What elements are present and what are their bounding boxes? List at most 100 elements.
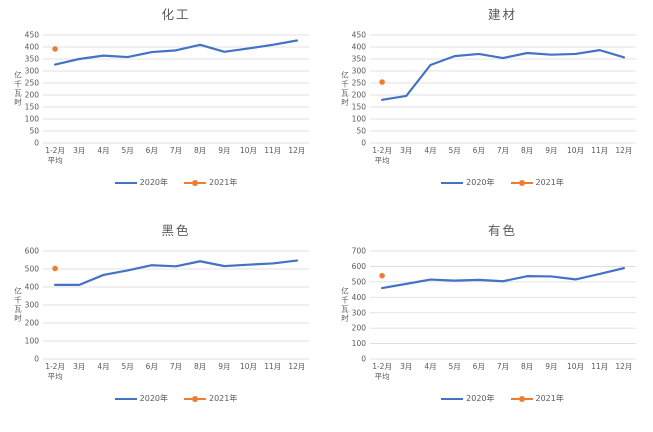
y-tick-label: 0	[34, 355, 39, 364]
x-tick-label: 8月	[521, 146, 533, 155]
marker-dot-icon	[518, 395, 525, 402]
x-tick-label: 9月	[545, 362, 557, 371]
x-tick-label: 6月	[146, 362, 158, 371]
x-tick-label: 5月	[121, 362, 133, 371]
y-tick-label: 100	[351, 115, 366, 124]
y-tick-label: 150	[351, 103, 366, 112]
y-tick-label: 200	[25, 319, 40, 328]
x-tick-label: 7月	[496, 362, 508, 371]
x-tick-label: 平均	[374, 371, 389, 381]
y-tick-label: 200	[25, 91, 40, 100]
x-tick-label: 1-2月	[45, 146, 65, 155]
x-tick-label: 12月	[288, 146, 305, 155]
x-tick-label: 4月	[97, 362, 109, 371]
y-tick-label: 300	[351, 67, 366, 76]
y-tick-label: 400	[351, 43, 366, 52]
series-marker-2021年	[378, 79, 385, 85]
legend-label-2020: 2020年	[139, 178, 168, 187]
x-tick-label: 11月	[264, 362, 281, 371]
y-tick-label: 600	[25, 247, 40, 256]
y-tick-label: 300	[25, 67, 40, 76]
x-tick-label: 10月	[567, 146, 584, 155]
x-tick-label: 8月	[194, 362, 206, 371]
marker-dot-icon	[192, 395, 198, 402]
y-axis-title: 亿千瓦时	[14, 70, 22, 107]
x-tick-label: 1-2月	[372, 362, 392, 371]
x-tick-label: 11月	[591, 362, 608, 371]
x-tick-label: 6月	[472, 362, 484, 371]
legend-label-2021: 2021年	[535, 394, 564, 403]
x-tick-label: 6月	[472, 146, 484, 155]
chart-title-huagong: 化工	[161, 7, 191, 22]
x-tick-label: 12月	[288, 362, 305, 371]
legend-label-2021: 2021年	[535, 178, 564, 187]
y-tick-label: 450	[25, 31, 40, 40]
x-tick-label: 10月	[567, 362, 584, 371]
chart-title-heise: 黑色	[161, 223, 191, 238]
y-tick-label: 300	[351, 308, 366, 317]
x-tick-label: 5月	[121, 146, 133, 155]
legend-label-2020: 2020年	[139, 394, 168, 403]
chart-title-jiancai: 建材	[487, 7, 517, 22]
y-tick-label: 400	[351, 293, 366, 302]
y-tick-label: 0	[34, 139, 39, 148]
marker-swatch-icon	[184, 395, 206, 402]
y-tick-label: 0	[361, 139, 366, 148]
x-tick-label: 9月	[218, 146, 230, 155]
legend-item-2020: 2020年	[441, 393, 495, 404]
x-tick-label: 3月	[400, 362, 412, 371]
y-tick-label: 450	[351, 31, 366, 40]
y-tick-label: 600	[351, 262, 366, 271]
y-tick-label: 50	[356, 127, 366, 136]
line-swatch-icon	[441, 181, 464, 184]
x-tick-label: 3月	[73, 146, 85, 155]
legend-item-2021: 2021年	[510, 177, 564, 188]
y-tick-label: 500	[25, 265, 40, 274]
legend-youse: 2020年 2021年	[415, 393, 564, 404]
legend-label-2021: 2021年	[209, 178, 238, 187]
chart-heise: 黑色 0 100 200 300 400 500 600 1-2月 平均 3月 4月 5月 6月 7月 8月…	[0, 216, 326, 432]
y-tick-label: 100	[25, 337, 40, 346]
legend-heise: 2020年 2021年	[89, 393, 237, 404]
series-marker-2021年	[52, 265, 58, 272]
legend-item-2021: 2021年	[184, 393, 237, 404]
legend-item-2020: 2020年	[114, 393, 168, 404]
legend-label-2021: 2021年	[209, 394, 238, 403]
x-tick-label: 3月	[73, 362, 85, 371]
x-tick-label: 5月	[448, 146, 460, 155]
series-line-2020年	[53, 259, 299, 286]
x-tick-label: 11月	[264, 146, 281, 155]
x-tick-label: 4月	[424, 146, 436, 155]
x-tick-label: 1-2月	[372, 146, 392, 155]
series-marker-2021年	[52, 46, 58, 52]
legend-huagong: 2020年 2021年	[89, 177, 238, 188]
x-tick-label: 10月	[240, 146, 257, 155]
x-tick-label: 平均	[374, 155, 389, 165]
y-tick-label: 300	[25, 301, 40, 310]
x-tick-label: 6月	[146, 146, 158, 155]
series-marker-2021年	[378, 272, 385, 279]
y-tick-label: 500	[351, 277, 366, 286]
x-tick-label: 7月	[170, 362, 182, 371]
chart-youse: 有色 0 100 200 300 400 500 600 700 1-2月 平均 3月 4月 5月 6月 7…	[326, 216, 653, 432]
y-tick-label: 0	[361, 355, 366, 364]
series-line-2020年	[380, 49, 625, 101]
x-tick-label: 8月	[194, 146, 206, 155]
y-tick-label: 350	[351, 55, 366, 64]
x-tick-label: 4月	[97, 146, 109, 155]
y-axis-title: 亿千瓦时	[341, 70, 349, 107]
x-tick-label: 7月	[496, 146, 508, 155]
legend-label-2020: 2020年	[466, 394, 495, 403]
legend-item-2020: 2020年	[441, 177, 495, 188]
y-tick-label: 350	[25, 55, 40, 64]
y-tick-label: 50	[29, 127, 39, 136]
x-tick-label: 12月	[615, 146, 632, 155]
legend-label-2020: 2020年	[466, 178, 495, 187]
x-tick-label: 5月	[448, 362, 460, 371]
line-swatch-icon	[114, 181, 137, 184]
line-swatch-icon	[114, 397, 137, 400]
y-axis-title: 亿千瓦时	[14, 286, 22, 323]
y-tick-label: 150	[25, 103, 40, 112]
